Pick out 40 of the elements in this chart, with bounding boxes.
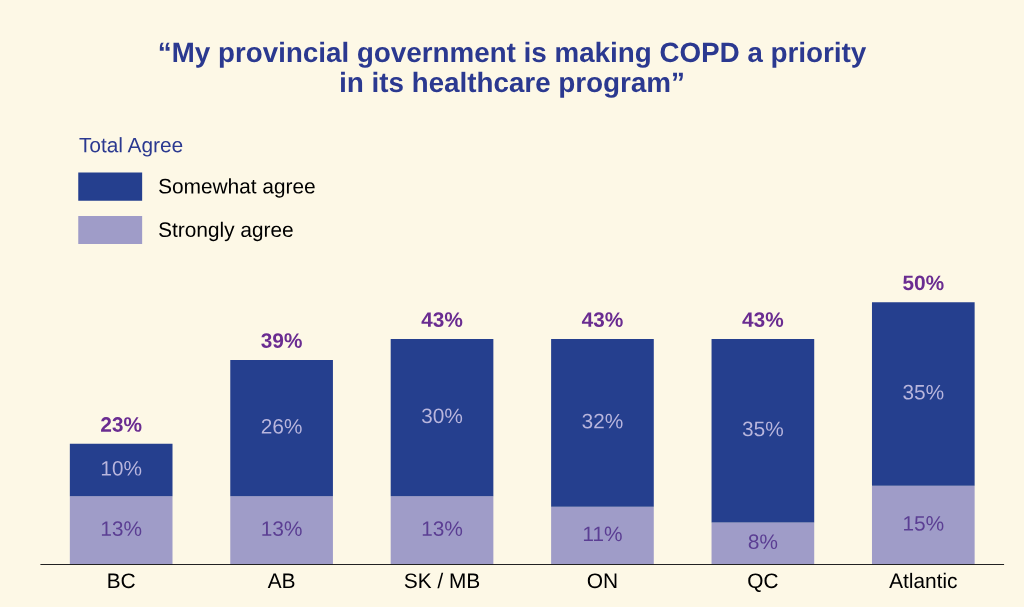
bar <box>551 338 654 507</box>
x-tick-label: ON <box>587 573 617 589</box>
bar <box>69 496 173 565</box>
x-tick-label: Atlantic <box>889 572 957 589</box>
bar <box>711 522 815 565</box>
legend-label: Somewhat agree <box>159 178 315 198</box>
bar <box>230 496 333 565</box>
total-label: 39% <box>261 333 302 348</box>
chart-title: “My provincial government is making COPD a priority in its healthcare program” <box>159 41 867 98</box>
bar <box>230 359 333 497</box>
data-label: 13% <box>101 521 142 537</box>
bar <box>871 302 975 486</box>
total-label: 43% <box>581 312 623 327</box>
x-tick-label: QC <box>748 573 778 592</box>
data-label: 10% <box>101 460 142 476</box>
bar <box>390 496 494 565</box>
bar <box>711 338 815 523</box>
data-label: 26% <box>261 418 302 434</box>
bar <box>390 338 494 497</box>
legend-title: Total Agree <box>79 137 183 157</box>
bar <box>871 485 975 565</box>
data-label: 13% <box>262 521 302 537</box>
bar <box>551 506 654 565</box>
total-label: 43% <box>742 312 784 327</box>
total-label: 50% <box>903 275 944 291</box>
data-label: 35% <box>742 421 783 437</box>
data-label: 35% <box>903 384 944 400</box>
data-label: 13% <box>422 521 463 537</box>
data-label: 32% <box>582 413 623 429</box>
x-tick-label: BC <box>108 573 135 589</box>
data-label: 15% <box>904 516 944 531</box>
data-label: 30% <box>421 408 463 424</box>
x-tick-label: SK / MB <box>404 572 480 589</box>
total-label: 23% <box>101 417 142 432</box>
x-tick-label: AB <box>267 573 295 588</box>
data-label: 8% <box>748 534 778 550</box>
data-label: 11% <box>583 526 622 542</box>
total-label: 43% <box>421 312 463 327</box>
bar <box>69 443 173 497</box>
legend-label: Strongly agree <box>159 221 293 242</box>
